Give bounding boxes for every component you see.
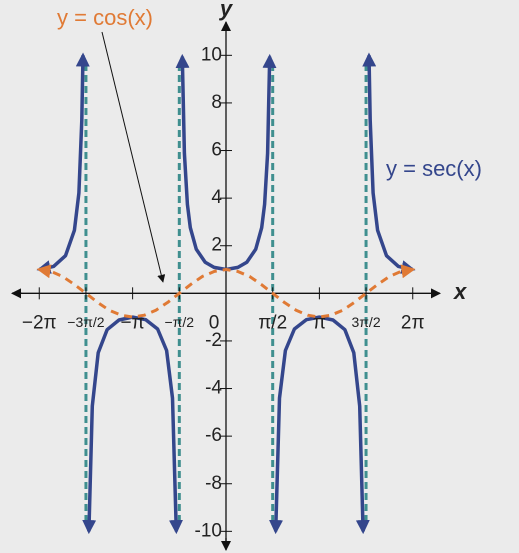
y-tick-label: -8	[205, 473, 222, 494]
y-tick-label: 10	[201, 44, 222, 65]
axes	[11, 21, 441, 551]
x-tick-label: 0	[209, 312, 220, 333]
y-tick-label: -2	[205, 330, 222, 351]
x-axis-label: x	[453, 279, 467, 304]
x-tick-label: 2π	[401, 312, 425, 333]
x-tick-label: −π/2	[165, 314, 195, 330]
x-tick-label: −3π/2	[67, 314, 105, 330]
labels: −2π −3π/2 −π −π/2 0 π/2 π 3π/2 2π -10 -8 -6 -4 -2 2 4 6 8…	[22, 0, 482, 541]
sec-curve	[82, 315, 183, 535]
sec-curve	[269, 315, 370, 535]
y-tick-label: 4	[211, 187, 222, 208]
lines	[36, 52, 416, 535]
x-tick-label: π/2	[258, 312, 287, 333]
y-tick-label: 8	[211, 92, 222, 113]
series-label: y = sec(x)	[386, 156, 482, 181]
x-tick-label: −π	[121, 312, 145, 333]
y-tick-label: 2	[211, 235, 222, 256]
annotation-arrow	[101, 31, 166, 283]
series-label: y = cos(x)	[57, 5, 153, 30]
cos-curve	[36, 264, 416, 319]
sec-curve	[36, 52, 90, 274]
x-tick-label: 3π/2	[351, 314, 380, 330]
y-tick-label: -6	[205, 425, 222, 446]
y-tick-label: -4	[205, 378, 222, 399]
x-tick-label: π	[313, 312, 326, 333]
y-tick-label: -10	[195, 520, 222, 541]
y-axis-label: y	[219, 0, 234, 21]
x-tick-label: −2π	[22, 312, 57, 333]
y-tick-label: 6	[211, 140, 222, 161]
